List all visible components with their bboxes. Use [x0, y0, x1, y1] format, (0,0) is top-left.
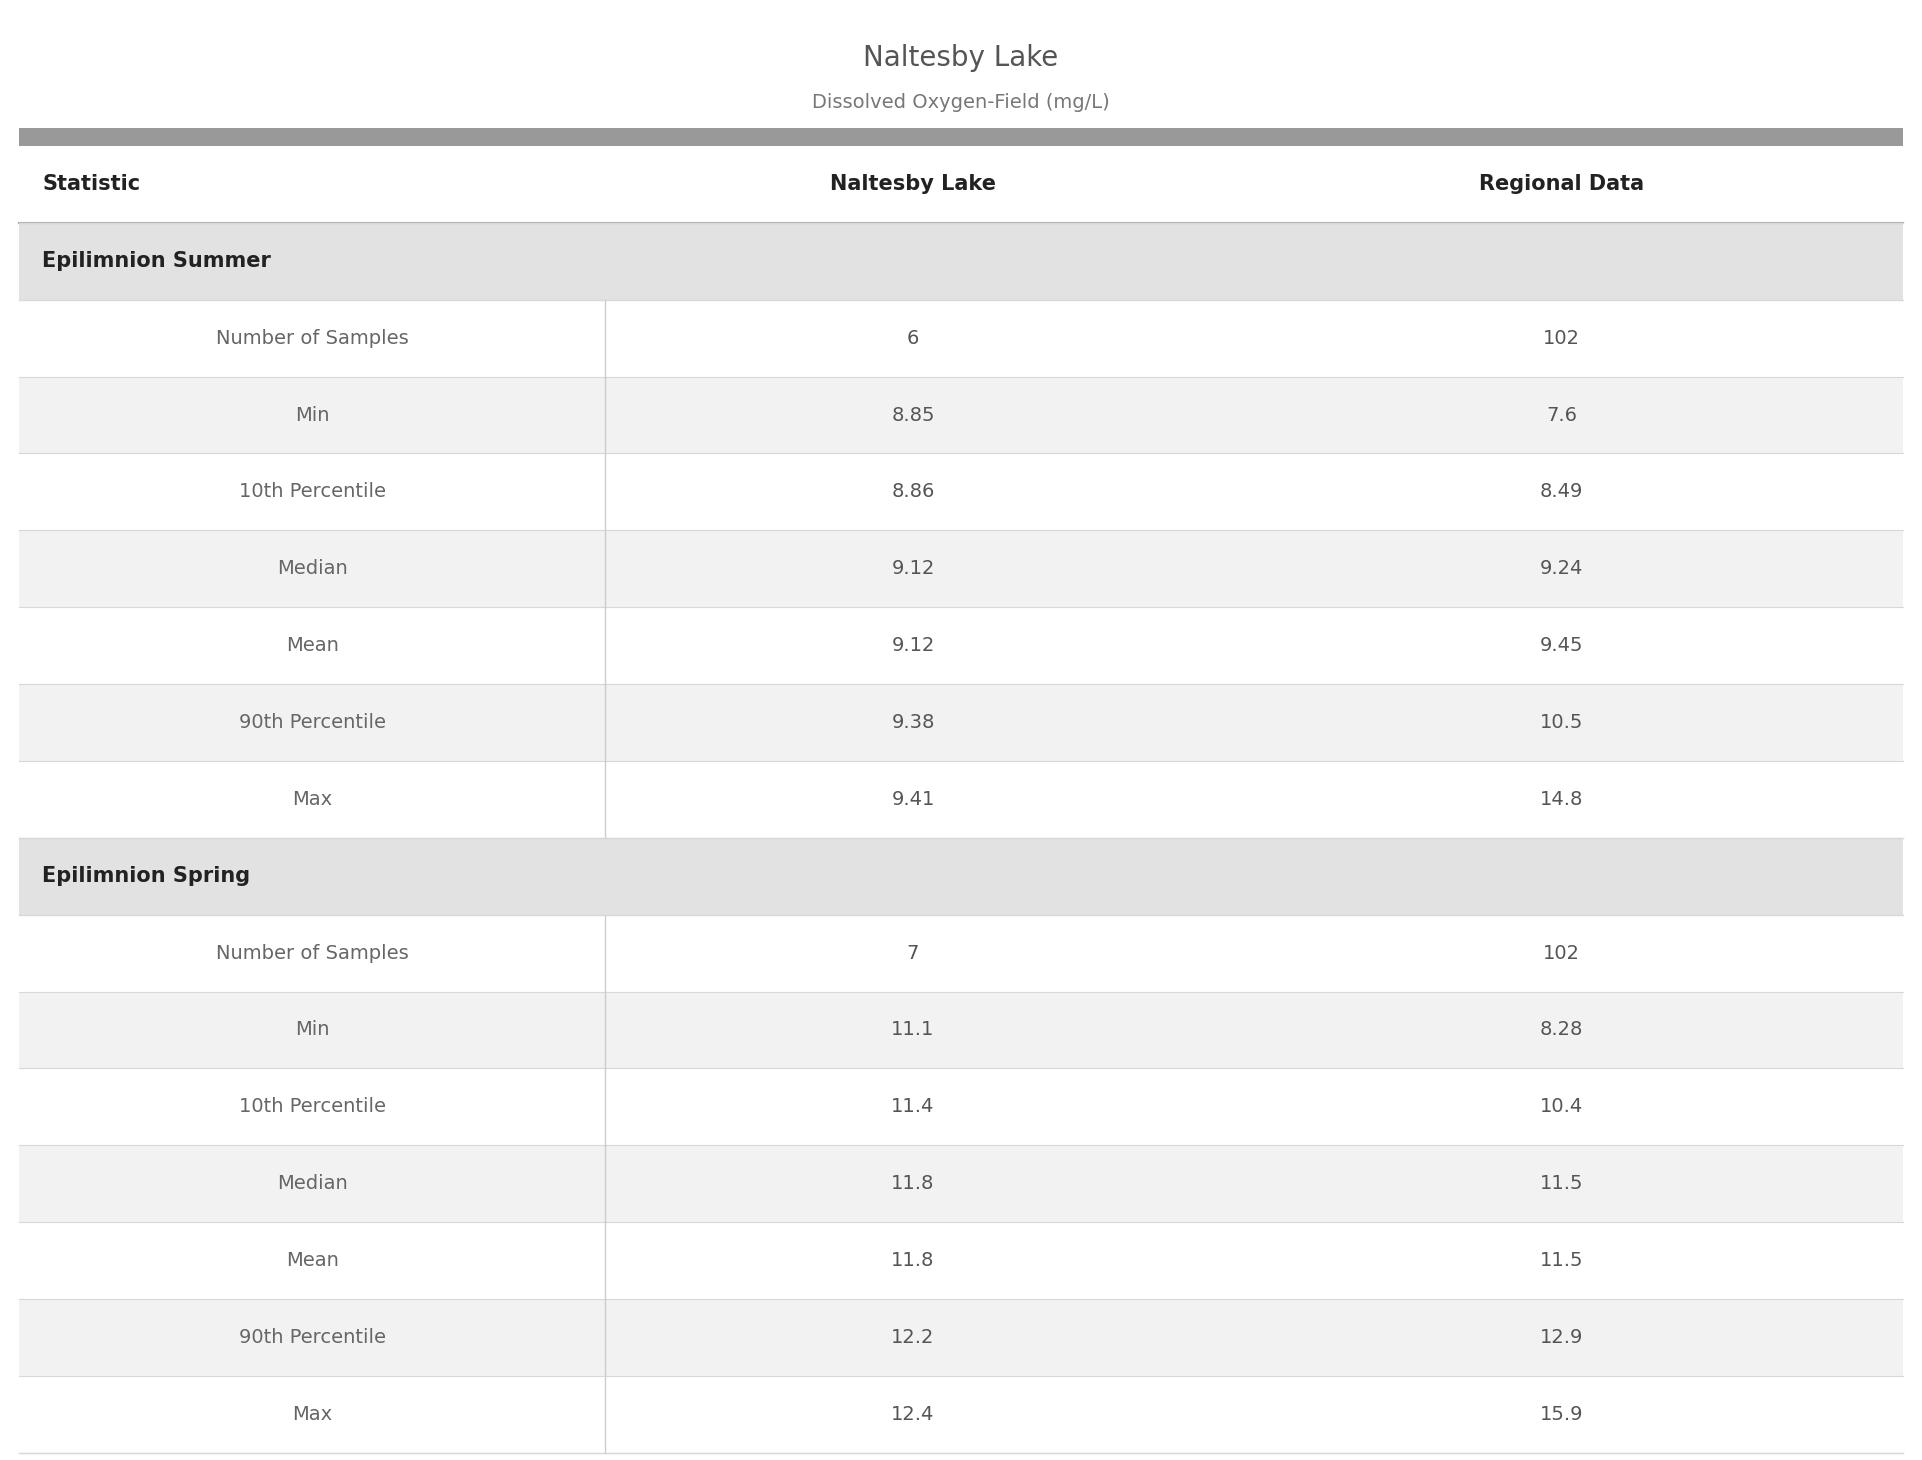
Text: Statistic: Statistic — [42, 174, 140, 194]
Text: 8.85: 8.85 — [892, 406, 934, 425]
Text: Epilimnion Spring: Epilimnion Spring — [42, 866, 250, 886]
Text: 90th Percentile: 90th Percentile — [238, 1329, 386, 1348]
Text: Min: Min — [296, 406, 329, 425]
Bar — [19, 1375, 1903, 1453]
Text: Naltesby Lake: Naltesby Lake — [830, 174, 996, 194]
Bar — [19, 299, 1903, 377]
Bar — [19, 685, 1903, 761]
Bar — [19, 1299, 1903, 1375]
Text: 9.24: 9.24 — [1540, 559, 1584, 578]
Text: 7: 7 — [907, 943, 919, 962]
Text: 9.12: 9.12 — [892, 559, 934, 578]
Text: Max: Max — [292, 790, 333, 809]
Text: 90th Percentile: 90th Percentile — [238, 712, 386, 731]
Text: 10th Percentile: 10th Percentile — [238, 1098, 386, 1117]
Text: 12.2: 12.2 — [892, 1329, 934, 1348]
Bar — [19, 838, 1903, 914]
Text: 9.41: 9.41 — [892, 790, 934, 809]
Bar — [19, 1145, 1903, 1222]
Text: 9.38: 9.38 — [892, 712, 934, 731]
Text: Regional Data: Regional Data — [1480, 174, 1643, 194]
Text: 11.5: 11.5 — [1540, 1251, 1584, 1270]
Text: 8.28: 8.28 — [1540, 1021, 1584, 1040]
Text: 7.6: 7.6 — [1545, 406, 1578, 425]
Bar — [19, 761, 1903, 838]
Text: 11.4: 11.4 — [892, 1098, 934, 1117]
Bar — [19, 1222, 1903, 1299]
Text: 9.12: 9.12 — [892, 637, 934, 656]
Text: Min: Min — [296, 1021, 329, 1040]
Text: 102: 102 — [1543, 943, 1580, 962]
Text: Mean: Mean — [286, 1251, 338, 1270]
Text: Naltesby Lake: Naltesby Lake — [863, 44, 1059, 73]
Text: Epilimnion Summer: Epilimnion Summer — [42, 251, 271, 272]
Text: Dissolved Oxygen-Field (mg/L): Dissolved Oxygen-Field (mg/L) — [813, 92, 1109, 112]
Bar — [19, 454, 1903, 530]
Text: Max: Max — [292, 1405, 333, 1424]
Text: 15.9: 15.9 — [1540, 1405, 1584, 1424]
Text: 102: 102 — [1543, 328, 1580, 347]
Text: Median: Median — [277, 1174, 348, 1193]
Text: 8.49: 8.49 — [1540, 482, 1584, 501]
Text: 8.86: 8.86 — [892, 482, 934, 501]
Bar — [19, 223, 1903, 299]
Text: Number of Samples: Number of Samples — [215, 943, 409, 962]
Text: 10th Percentile: 10th Percentile — [238, 482, 386, 501]
Text: 11.8: 11.8 — [892, 1174, 934, 1193]
Text: 11.8: 11.8 — [892, 1251, 934, 1270]
Text: 6: 6 — [907, 328, 919, 347]
Bar — [19, 530, 1903, 607]
Bar — [19, 607, 1903, 685]
Bar — [19, 128, 1903, 146]
Text: 10.4: 10.4 — [1540, 1098, 1584, 1117]
Bar — [19, 377, 1903, 454]
Text: 9.45: 9.45 — [1540, 637, 1584, 656]
Bar — [19, 1069, 1903, 1145]
Text: Number of Samples: Number of Samples — [215, 328, 409, 347]
Text: 12.9: 12.9 — [1540, 1329, 1584, 1348]
Bar — [19, 914, 1903, 991]
Text: 11.5: 11.5 — [1540, 1174, 1584, 1193]
Text: Median: Median — [277, 559, 348, 578]
Bar — [19, 991, 1903, 1069]
Text: Mean: Mean — [286, 637, 338, 656]
Text: 11.1: 11.1 — [892, 1021, 934, 1040]
Bar — [19, 146, 1903, 223]
Text: 12.4: 12.4 — [892, 1405, 934, 1424]
Text: 10.5: 10.5 — [1540, 712, 1584, 731]
Text: 14.8: 14.8 — [1540, 790, 1584, 809]
